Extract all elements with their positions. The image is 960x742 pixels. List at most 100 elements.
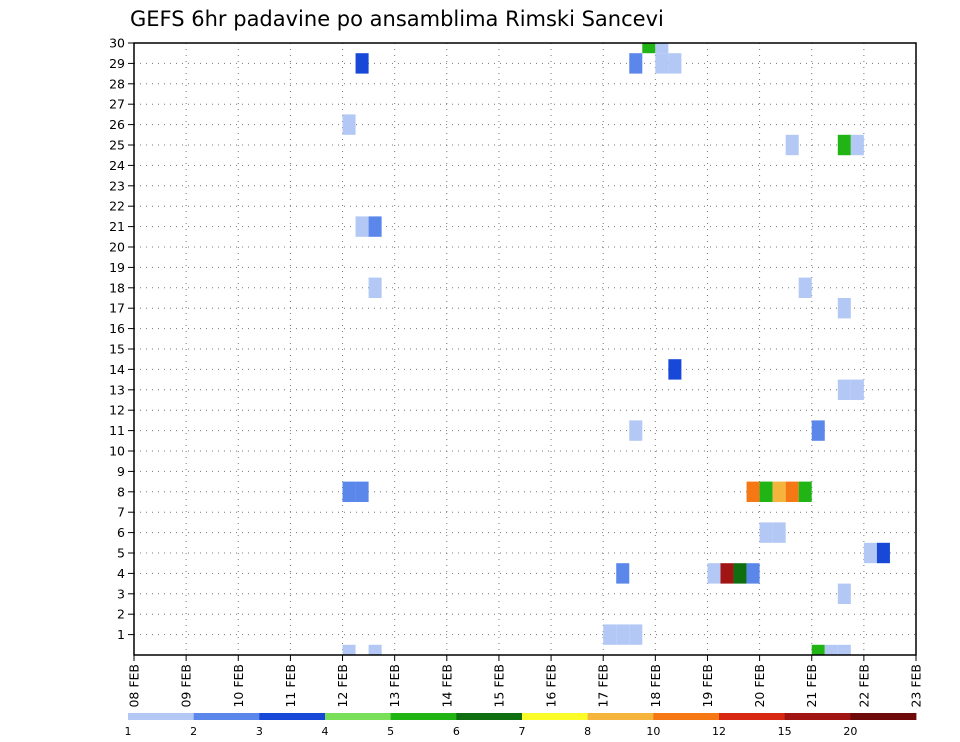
precip-cell: [603, 624, 617, 645]
legend-label: 1: [125, 725, 132, 738]
precip-cell: [342, 644, 356, 655]
precip-cell: [824, 644, 838, 655]
x-tick-label: 12 FEB: [335, 664, 350, 708]
y-tick-label: 12: [109, 403, 125, 418]
precip-cell: [616, 624, 630, 645]
legend-swatch: [653, 713, 720, 720]
legend-label: 7: [519, 725, 526, 738]
precip-cell: [629, 420, 643, 441]
y-tick-label: 5: [117, 546, 125, 561]
y-tick-label: 11: [109, 423, 125, 438]
legend-swatch: [784, 713, 851, 720]
precip-cell: [355, 53, 369, 74]
precip-cell: [720, 563, 734, 584]
x-tick-label: 22 FEB: [856, 664, 871, 708]
x-tick-label: 08 FEB: [127, 664, 142, 708]
legend-label: 20: [843, 725, 857, 738]
precip-cell: [850, 134, 864, 156]
x-tick-label: 17 FEB: [596, 664, 611, 708]
y-tick-label: 25: [109, 138, 125, 153]
y-tick-label: 15: [109, 342, 125, 357]
precip-cell: [733, 563, 747, 584]
precip-cell: [629, 53, 643, 74]
precip-cell: [668, 359, 682, 380]
y-tick-label: 10: [109, 444, 125, 459]
precip-cell: [342, 481, 356, 502]
legend-swatch: [850, 713, 917, 720]
precip-cell: [759, 522, 773, 543]
y-tick-label: 2: [117, 607, 125, 622]
x-tick-label: 16 FEB: [544, 664, 559, 708]
x-tick-label: 09 FEB: [179, 664, 194, 708]
y-tick-label: 29: [109, 56, 125, 71]
legend-swatch: [456, 713, 523, 720]
y-tick-label: 23: [109, 178, 125, 193]
precip-cell: [707, 563, 721, 584]
x-tick-label: 14 FEB: [439, 664, 454, 708]
y-tick-label: 7: [117, 505, 125, 520]
precip-cell: [746, 481, 760, 502]
y-axis: 1234567891011121314151617181920212223242…: [109, 36, 134, 642]
y-tick-label: 21: [109, 219, 125, 234]
y-tick-label: 6: [117, 525, 125, 540]
precip-cell: [837, 298, 851, 319]
precip-cell: [759, 481, 773, 502]
y-tick-label: 3: [117, 586, 125, 601]
precip-cell: [837, 644, 851, 655]
legend-label: 15: [778, 725, 792, 738]
precip-cell: [368, 644, 382, 655]
precip-cell: [368, 216, 382, 237]
x-tick-label: 10 FEB: [231, 664, 246, 708]
precip-cell: [811, 644, 825, 655]
precip-cell: [629, 624, 643, 645]
precip-cell: [798, 277, 812, 298]
precip-cell: [368, 277, 382, 298]
precip-cell: [655, 43, 669, 54]
legend-swatch: [719, 713, 786, 720]
legend-swatch: [390, 713, 457, 720]
legend-label: 5: [387, 725, 394, 738]
legend-label: 3: [256, 725, 263, 738]
precip-cell: [785, 481, 799, 502]
legend-swatch: [193, 713, 260, 720]
precip-cell: [837, 134, 851, 156]
y-tick-label: 27: [109, 97, 125, 112]
y-tick-label: 18: [109, 280, 125, 295]
precip-cell: [772, 522, 786, 543]
precip-cell: [355, 216, 369, 237]
precip-cell: [850, 379, 864, 400]
y-tick-label: 14: [109, 362, 125, 377]
y-tick-label: 8: [117, 484, 125, 499]
y-tick-label: 17: [109, 301, 125, 316]
y-tick-label: 24: [109, 158, 125, 173]
x-tick-label: 20 FEB: [752, 664, 767, 708]
color-legend: 1 2 3 4 5 6 7 8 10 12 15 20: [125, 713, 917, 738]
legend-label: 4: [322, 725, 329, 738]
y-tick-label: 20: [109, 240, 125, 255]
y-tick-label: 13: [109, 382, 125, 397]
precip-cell: [798, 481, 812, 502]
data-cells: [342, 43, 890, 655]
y-tick-label: 4: [117, 566, 125, 581]
precip-cell: [668, 53, 682, 74]
legend-label: 8: [584, 725, 591, 738]
precip-cell: [837, 583, 851, 604]
precip-cell: [642, 43, 656, 54]
legend-label: 6: [453, 725, 460, 738]
x-axis: 08 FEB 09 FEB 10 FEB 11 FEB 12 FEB 13 FEB 14 F…: [127, 655, 924, 708]
precip-cell: [863, 542, 877, 564]
precip-cell: [772, 481, 786, 502]
y-tick-label: 16: [109, 321, 125, 336]
y-tick-label: 22: [109, 199, 125, 214]
legend-label: 10: [646, 725, 660, 738]
x-tick-label: 21 FEB: [804, 664, 819, 708]
precip-cell: [655, 53, 669, 74]
y-tick-label: 9: [117, 464, 125, 479]
y-tick-label: 30: [109, 36, 125, 51]
chart-title: GEFS 6hr padavine po ansamblima Rimski S…: [130, 7, 664, 31]
precip-cell: [355, 481, 369, 502]
legend-swatch: [325, 713, 392, 720]
x-tick-label: 11 FEB: [283, 664, 298, 708]
x-tick-label: 19 FEB: [700, 664, 715, 708]
